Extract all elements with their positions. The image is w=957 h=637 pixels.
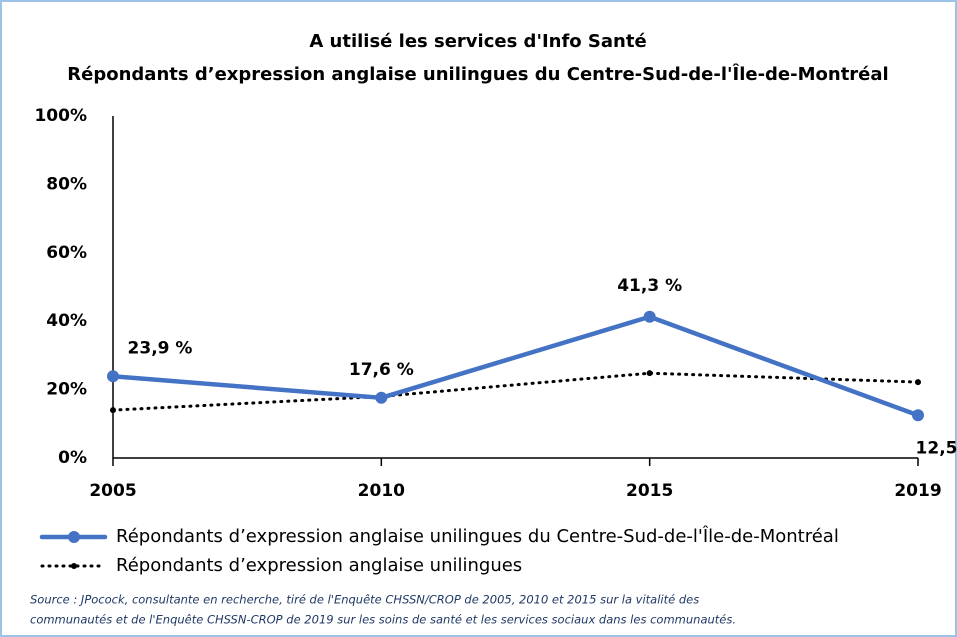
point: [375, 391, 388, 404]
y-tick-label: 100%: [34, 106, 87, 126]
series-line: [110, 314, 921, 418]
point: [646, 370, 653, 377]
point: [107, 370, 119, 383]
point: [110, 407, 116, 414]
y-tick-label: 0%: [58, 448, 87, 468]
legend-label: Répondants d’expression anglaise uniling…: [116, 555, 522, 576]
x-tick-label: 2015: [626, 481, 673, 501]
x-tick-label: 2010: [358, 481, 405, 501]
point: [912, 409, 924, 422]
legend-marker: [71, 563, 77, 569]
legend-marker: [68, 531, 80, 543]
data-label: 17,6 %: [349, 360, 414, 380]
point: [915, 379, 921, 386]
y-tick-label: 40%: [46, 311, 87, 331]
source: communautés et de l'Enquête CHSSN-CROP d…: [30, 613, 736, 627]
data-label: 41,3 %: [617, 276, 682, 296]
data-label: 23,9 %: [128, 338, 193, 358]
point: [643, 310, 656, 323]
chart-title: A utilisé les services d'Info Santé: [309, 31, 646, 52]
chart-subtitle: Répondants d’expression anglaise uniling…: [67, 63, 888, 85]
x-tick-label: 2005: [89, 481, 136, 501]
y-tick-label: 60%: [46, 243, 87, 263]
source: Source : JPocock, consultante en recherc…: [30, 593, 699, 607]
y-tick-label: 20%: [46, 380, 87, 400]
legend-label: Répondants d’expression anglaise uniling…: [116, 525, 839, 547]
series-line: [111, 371, 920, 412]
data-label: 12,5 %: [916, 438, 957, 458]
y-tick-label: 80%: [46, 174, 87, 194]
x-tick-label: 2019: [894, 481, 941, 501]
